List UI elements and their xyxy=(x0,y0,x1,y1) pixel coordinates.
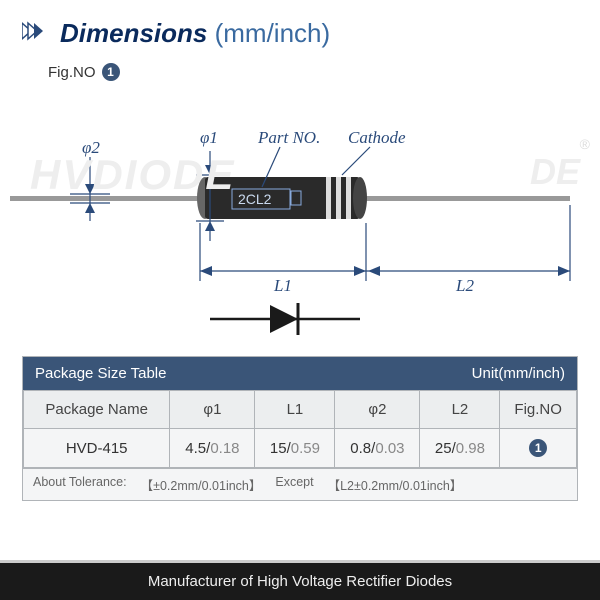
title-main: Dimensions xyxy=(60,18,207,48)
cell-figno: 1 xyxy=(500,429,577,468)
cell-L1: 15/0.59 xyxy=(255,429,335,468)
col-L1: L1 xyxy=(255,391,335,429)
cell-name: HVD-415 xyxy=(24,429,170,468)
diode-symbol-triangle xyxy=(270,305,298,333)
col-package-name: Package Name xyxy=(24,391,170,429)
cell-L2: 25/0.98 xyxy=(420,429,500,468)
L1-label: L1 xyxy=(273,276,292,295)
table-header-bar: Package Size Table Unit(mm/inch) xyxy=(23,357,577,390)
cathode-stripe-2 xyxy=(336,177,341,219)
cathode-label: Cathode xyxy=(348,128,406,147)
watermark-text: HVDIODE xyxy=(30,151,235,199)
lead-right xyxy=(360,196,570,201)
diagram-svg: 2CL2 φ2 φ1 Part NO. Cathode L1 xyxy=(0,81,600,356)
footer-text: Manufacturer of High Voltage Rectifier D… xyxy=(148,573,452,590)
L2-label: L2 xyxy=(455,276,474,295)
package-size-table: Package Size Table Unit(mm/inch) Package… xyxy=(22,356,578,501)
diode-diagram: HVDIODE DE ® 2CL2 φ2 φ1 Part xyxy=(0,81,600,356)
table-head-row: Package Name φ1 L1 φ2 L2 Fig.NO xyxy=(24,391,577,429)
page-title: Dimensions (mm/inch) xyxy=(60,18,330,49)
col-L2: L2 xyxy=(420,391,500,429)
tolerance-except: 【L2±0.2mm/0.01inch】 xyxy=(328,475,463,494)
table-title: Package Size Table xyxy=(23,357,460,390)
fig-number-label: Fig.NO 1 xyxy=(0,55,600,81)
body-end-right xyxy=(353,177,367,219)
partno-label: Part NO. xyxy=(257,128,320,147)
tolerance-label: About Tolerance: xyxy=(33,475,127,494)
watermark-text-2: DE xyxy=(530,151,580,193)
header: Dimensions (mm/inch) xyxy=(0,0,600,55)
figno-badge: 1 xyxy=(102,63,120,81)
triple-chevron-icon xyxy=(22,20,50,47)
tolerance-except-label: Except xyxy=(275,475,313,494)
tolerance-main: 【±0.2mm/0.01inch】 xyxy=(141,475,262,494)
phi1-label: φ1 xyxy=(200,128,218,147)
cathode-stripe-3 xyxy=(346,177,351,219)
col-phi1: φ1 xyxy=(170,391,255,429)
footer-bar: Manufacturer of High Voltage Rectifier D… xyxy=(0,560,600,600)
cell-phi1: 4.5/0.18 xyxy=(170,429,255,468)
col-figno: Fig.NO xyxy=(500,391,577,429)
table-unit: Unit(mm/inch) xyxy=(460,357,577,390)
body-partno: 2CL2 xyxy=(238,191,272,207)
cathode-stripe-1 xyxy=(326,177,331,219)
figno-text: Fig.NO xyxy=(48,64,96,81)
data-table: Package Name φ1 L1 φ2 L2 Fig.NO HVD-415 … xyxy=(23,390,577,468)
watermark-r: ® xyxy=(580,136,590,152)
col-phi2: φ2 xyxy=(335,391,420,429)
title-sub: (mm/inch) xyxy=(215,18,331,48)
cell-phi2: 0.8/0.03 xyxy=(335,429,420,468)
table-row: HVD-415 4.5/0.18 15/0.59 0.8/0.03 25/0.9… xyxy=(24,429,577,468)
tolerance-note: About Tolerance: 【±0.2mm/0.01inch】 Excep… xyxy=(23,468,577,500)
